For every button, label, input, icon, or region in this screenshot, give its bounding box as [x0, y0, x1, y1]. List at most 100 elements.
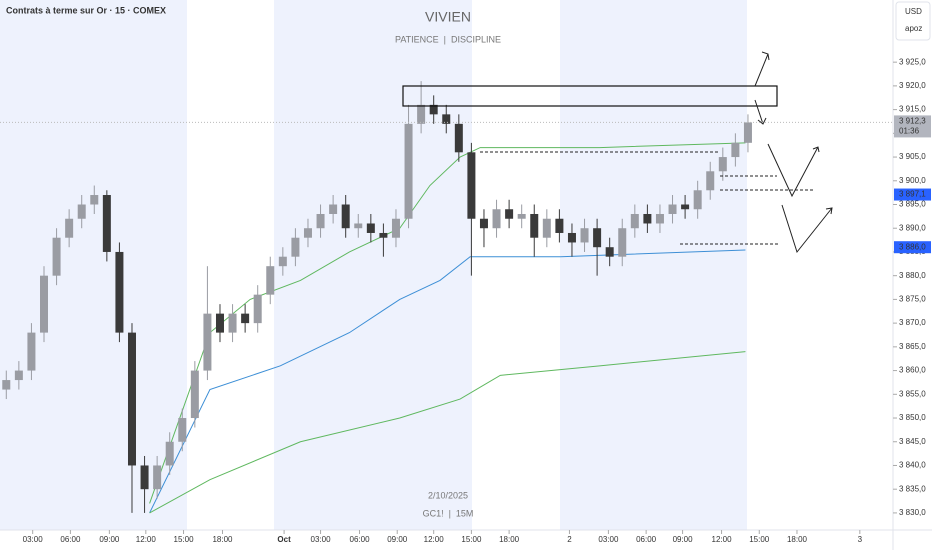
y-tick-label: 3 880,0 [899, 271, 926, 280]
candle-body [429, 104, 438, 115]
candle-body [39, 275, 48, 333]
x-tick-label: 15:00 [461, 535, 482, 544]
currency-box[interactable] [895, 1, 931, 41]
candle-body [655, 213, 664, 224]
x-tick-label: 03:00 [311, 535, 332, 544]
y-tick-label: 3 860,0 [899, 366, 926, 375]
countdown: 01:36 [899, 127, 920, 136]
level-tag [894, 188, 931, 201]
y-tick-label: 3 900,0 [899, 176, 926, 185]
candle-body [165, 441, 174, 466]
session-bg [560, 0, 747, 530]
candle-body [52, 237, 61, 276]
y-tick-label: 3 865,0 [899, 342, 926, 351]
candle-body [241, 313, 250, 324]
candle-body [417, 104, 426, 124]
y-tick-label: 3 920,0 [899, 81, 926, 90]
candle-body [266, 266, 275, 295]
watermark-title: VIVIEN [425, 9, 471, 25]
candle-body [555, 218, 564, 233]
session-bg [0, 0, 187, 530]
drawings [480, 51, 833, 254]
candle-body [329, 204, 338, 214]
resistance-box [402, 85, 778, 107]
x-tick-label: 3 [858, 535, 863, 544]
x-tick-label: 09:00 [99, 535, 120, 544]
candle-body [115, 251, 124, 333]
candle-body [228, 313, 237, 333]
candle-body [77, 204, 86, 219]
candle-body [127, 332, 136, 466]
candle-body [605, 247, 614, 257]
candle-body [693, 190, 702, 210]
x-tick-label: 09:00 [387, 535, 408, 544]
x-tick-label: 18:00 [499, 535, 520, 544]
currency: USD [905, 7, 922, 16]
x-tick-label: 18:00 [787, 535, 808, 544]
x-tick-label: Oct [277, 535, 291, 544]
candle-body [479, 218, 488, 229]
watermark-date: 2/10/2025 [428, 490, 468, 500]
x-tick-label: 06:00 [60, 535, 81, 544]
candle-body [517, 213, 526, 219]
candle-body [580, 228, 589, 243]
x-tick-label: 06:00 [636, 535, 657, 544]
x-tick-label: 06:00 [350, 535, 371, 544]
candle-body [706, 171, 715, 191]
price-tag [894, 115, 931, 138]
y-tick-label: 3 830,0 [899, 508, 926, 517]
candle-body [505, 209, 514, 219]
candle-body [593, 228, 602, 248]
candle-body [215, 313, 224, 333]
x-tick-label: 12:00 [712, 535, 733, 544]
price-label: 3 912,3 [899, 117, 926, 126]
x-tick-label: 09:00 [673, 535, 694, 544]
candle-body [140, 465, 149, 490]
candle-body [542, 218, 551, 238]
x-tick-label: 12:00 [136, 535, 157, 544]
candle-body [492, 209, 501, 229]
candle-body [303, 228, 312, 238]
candle-body [90, 195, 99, 205]
candle-body [743, 122, 752, 143]
y-tick-label: 3 835,0 [899, 484, 926, 493]
candle-body [379, 232, 388, 238]
watermark-symbol: GC1! | 15M [423, 508, 474, 518]
candle-body [278, 256, 287, 267]
candle-body [253, 294, 262, 324]
candle-body [153, 465, 162, 490]
candle-body [316, 213, 325, 229]
y-tick-label: 3 875,0 [899, 295, 926, 304]
candle-body [618, 228, 627, 257]
y-tick-label: 3 895,0 [899, 200, 926, 209]
x-tick-label: 18:00 [212, 535, 233, 544]
candle-body [643, 213, 652, 224]
candle-body [291, 237, 300, 257]
candle-body [354, 223, 363, 229]
chart-title: Contrats à terme sur Or · 15 · COMEX [6, 5, 166, 15]
candle-body [442, 114, 451, 124]
level-label: 3 897,1 [899, 190, 926, 199]
candle-body [731, 142, 740, 158]
band-line [149, 351, 746, 514]
y-tick-label: 3 845,0 [899, 437, 926, 446]
candle-body [14, 370, 23, 381]
y-tick-label: 3 915,0 [899, 105, 926, 114]
candle-body [178, 418, 187, 442]
x-tick-label: 15:00 [174, 535, 195, 544]
y-tick-label: 3 850,0 [899, 413, 926, 422]
y-tick-label: 3 890,0 [899, 223, 926, 232]
candle-body [366, 223, 375, 233]
y-tick-label: 3 855,0 [899, 389, 926, 398]
x-tick-label: 12:00 [424, 535, 445, 544]
band-line [149, 249, 746, 514]
candle-body [65, 218, 74, 238]
candle-body [27, 332, 36, 371]
session-bg [274, 0, 472, 530]
candle-body [567, 232, 576, 243]
candle-body [203, 313, 212, 371]
x-tick-label: 03:00 [598, 535, 619, 544]
y-tick-label: 3 870,0 [899, 318, 926, 327]
watermark-subtitle: PATIENCE | DISCIPLINE [395, 34, 501, 44]
